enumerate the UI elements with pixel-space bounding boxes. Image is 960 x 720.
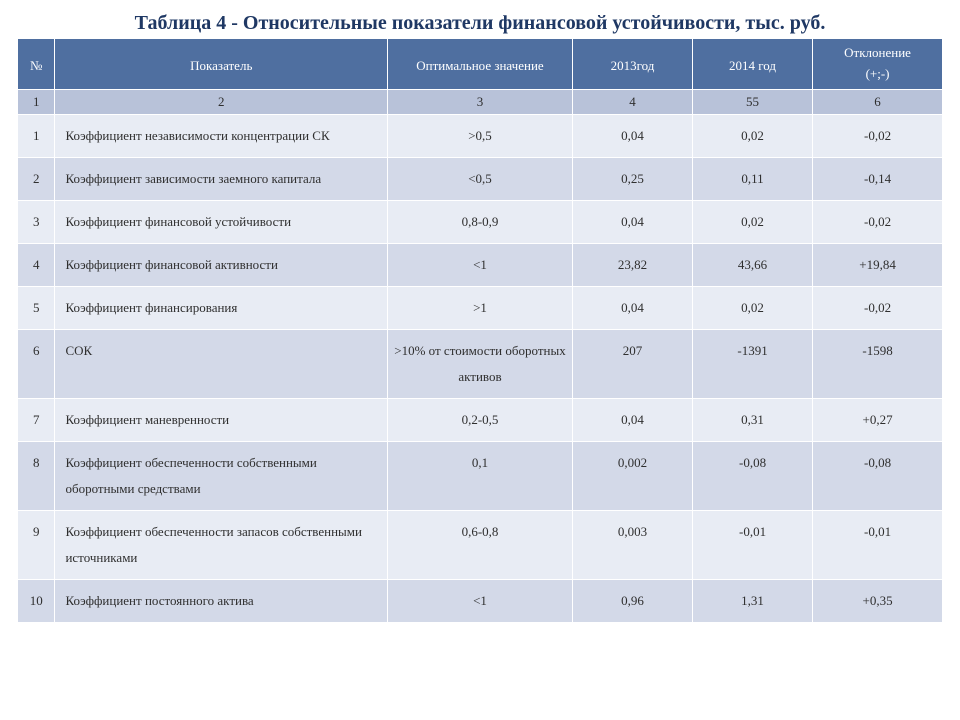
row-opt-cell: >10% от стоимости оборотных активов xyxy=(388,329,573,398)
col-opt-header: Оптимальное значение xyxy=(388,39,573,89)
table-row: 8Коэффициент обеспеченности собственными… xyxy=(18,441,942,510)
row-2013-cell: 0,003 xyxy=(572,510,692,579)
row-2013-cell: 23,82 xyxy=(572,243,692,286)
row-2013-cell: 0,04 xyxy=(572,398,692,441)
table-row: 4Коэффициент финансовой активности<123,8… xyxy=(18,243,942,286)
row-index-cell: 6 xyxy=(18,329,55,398)
col-dev-sub-header: (+;-) xyxy=(813,63,942,89)
index-cell: 6 xyxy=(813,89,942,114)
column-index-row: 1 2 3 4 55 6 xyxy=(18,89,942,114)
table-row: 3Коэффициент финансовой устойчивости0,8-… xyxy=(18,200,942,243)
row-dev-cell: -1598 xyxy=(813,329,942,398)
row-2014-cell: 1,31 xyxy=(693,579,813,622)
row-index-cell: 5 xyxy=(18,286,55,329)
row-index-cell: 2 xyxy=(18,157,55,200)
row-opt-cell: <1 xyxy=(388,579,573,622)
row-name-cell: Коэффициент финансовой устойчивости xyxy=(55,200,388,243)
table-body: 1 2 3 4 55 6 1Коэффициент независимости … xyxy=(18,89,942,622)
row-2014-cell: 0,02 xyxy=(693,114,813,157)
table-row: 9Коэффициент обеспеченности запасов собс… xyxy=(18,510,942,579)
row-dev-cell: -0,14 xyxy=(813,157,942,200)
row-dev-cell: -0,02 xyxy=(813,114,942,157)
col-dev-header: Отклонение xyxy=(813,39,942,63)
row-index-cell: 7 xyxy=(18,398,55,441)
table-row: 7Коэффициент маневренности0,2-0,50,040,3… xyxy=(18,398,942,441)
row-opt-cell: <1 xyxy=(388,243,573,286)
row-opt-cell: >0,5 xyxy=(388,114,573,157)
row-opt-cell: 0,2-0,5 xyxy=(388,398,573,441)
row-name-cell: Коэффициент маневренности xyxy=(55,398,388,441)
row-2014-cell: 0,11 xyxy=(693,157,813,200)
row-index-cell: 10 xyxy=(18,579,55,622)
table-header: № Показатель Оптимальное значение 2013го… xyxy=(18,39,942,89)
row-2013-cell: 0,25 xyxy=(572,157,692,200)
row-index-cell: 1 xyxy=(18,114,55,157)
row-2014-cell: -0,08 xyxy=(693,441,813,510)
page-title: Таблица 4 - Относительные показатели фин… xyxy=(18,12,942,35)
row-name-cell: Коэффициент зависимости заемного капитал… xyxy=(55,157,388,200)
row-dev-cell: -0,02 xyxy=(813,200,942,243)
row-opt-cell: <0,5 xyxy=(388,157,573,200)
row-2014-cell: 0,02 xyxy=(693,286,813,329)
row-name-cell: Коэффициент финансирования xyxy=(55,286,388,329)
table-row: 6 СОК>10% от стоимости оборотных активов… xyxy=(18,329,942,398)
col-idx-header: № xyxy=(18,39,55,89)
index-cell: 3 xyxy=(388,89,573,114)
row-2013-cell: 0,04 xyxy=(572,200,692,243)
row-2014-cell: 0,02 xyxy=(693,200,813,243)
row-dev-cell: -0,02 xyxy=(813,286,942,329)
row-opt-cell: 0,1 xyxy=(388,441,573,510)
row-opt-cell: 0,6-0,8 xyxy=(388,510,573,579)
row-opt-cell: >1 xyxy=(388,286,573,329)
row-name-cell: Коэффициент независимости концентрации С… xyxy=(55,114,388,157)
table-row: 10Коэффициент постоянного актива<10,961,… xyxy=(18,579,942,622)
row-2013-cell: 0,002 xyxy=(572,441,692,510)
col-y2-header: 2014 год xyxy=(693,39,813,89)
table-row: 5Коэффициент финансирования>10,040,02-0,… xyxy=(18,286,942,329)
table-row: 1Коэффициент независимости концентрации … xyxy=(18,114,942,157)
index-cell: 55 xyxy=(693,89,813,114)
row-dev-cell: -0,01 xyxy=(813,510,942,579)
row-2014-cell: 43,66 xyxy=(693,243,813,286)
row-index-cell: 3 xyxy=(18,200,55,243)
row-opt-cell: 0,8-0,9 xyxy=(388,200,573,243)
index-cell: 4 xyxy=(572,89,692,114)
col-name-header: Показатель xyxy=(55,39,388,89)
row-dev-cell: -0,08 xyxy=(813,441,942,510)
row-2014-cell: 0,31 xyxy=(693,398,813,441)
col-y1-header: 2013год xyxy=(572,39,692,89)
row-index-cell: 4 xyxy=(18,243,55,286)
row-2014-cell: -1391 xyxy=(693,329,813,398)
row-name-cell: Коэффициент постоянного актива xyxy=(55,579,388,622)
row-index-cell: 8 xyxy=(18,441,55,510)
table-row: 2Коэффициент зависимости заемного капита… xyxy=(18,157,942,200)
row-name-cell: Коэффициент финансовой активности xyxy=(55,243,388,286)
index-cell: 1 xyxy=(18,89,55,114)
row-index-cell: 9 xyxy=(18,510,55,579)
row-2013-cell: 0,96 xyxy=(572,579,692,622)
row-2013-cell: 0,04 xyxy=(572,286,692,329)
row-name-cell: Коэффициент обеспеченности собственными … xyxy=(55,441,388,510)
row-2013-cell: 0,04 xyxy=(572,114,692,157)
row-name-cell: СОК xyxy=(55,329,388,398)
row-dev-cell: +19,84 xyxy=(813,243,942,286)
financial-stability-table: № Показатель Оптимальное значение 2013го… xyxy=(18,39,942,622)
row-name-cell: Коэффициент обеспеченности запасов собст… xyxy=(55,510,388,579)
row-dev-cell: +0,27 xyxy=(813,398,942,441)
index-cell: 2 xyxy=(55,89,388,114)
row-2013-cell: 207 xyxy=(572,329,692,398)
row-2014-cell: -0,01 xyxy=(693,510,813,579)
row-dev-cell: +0,35 xyxy=(813,579,942,622)
